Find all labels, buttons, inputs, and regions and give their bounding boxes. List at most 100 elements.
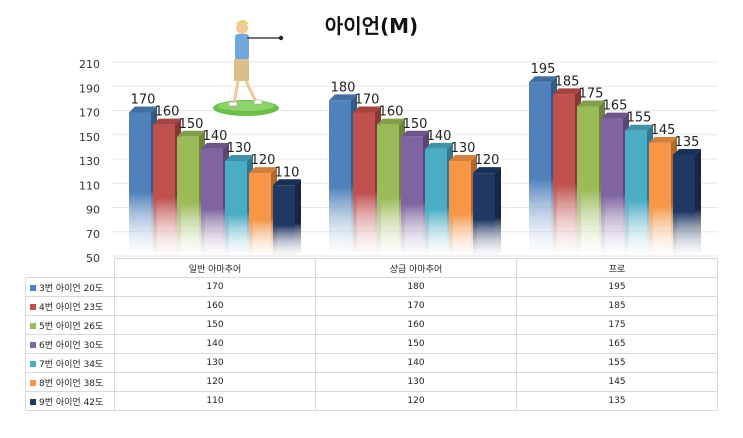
bar xyxy=(177,130,205,258)
data-table-header: 일반 아마추어 상급 아마추어 프로 xyxy=(25,258,718,278)
y-tick-label: 190 xyxy=(79,82,100,95)
series-name: 7번 아이언 34도 xyxy=(39,359,104,370)
table-cell: 185 xyxy=(516,296,718,316)
table-cell: 170 xyxy=(114,277,316,297)
data-label: 160 xyxy=(379,105,404,120)
data-label: 180 xyxy=(331,80,356,95)
data-label: 145 xyxy=(651,123,676,138)
table-row: 6번 아이언 30도 140 150 165 xyxy=(25,334,718,354)
data-label: 120 xyxy=(251,153,276,168)
table-cell: 180 xyxy=(315,277,517,297)
chart-title: 아이언(M) xyxy=(324,14,419,38)
series-legend: 8번 아이언 38도 xyxy=(25,372,115,392)
bar xyxy=(529,76,557,258)
legend-swatch xyxy=(30,285,36,291)
y-tick-label: 210 xyxy=(79,58,100,71)
table-cell: 160 xyxy=(315,315,517,335)
table-cell: 135 xyxy=(516,391,718,411)
table-row: 7번 아이언 34도 130 140 155 xyxy=(25,353,718,373)
bar xyxy=(201,142,229,258)
category-header: 일반 아마추어 xyxy=(114,258,316,278)
data-label: 170 xyxy=(131,93,156,108)
series-legend: 5번 아이언 26도 xyxy=(25,315,115,335)
bar xyxy=(153,118,181,258)
bar xyxy=(249,167,277,258)
series-legend: 4번 아이언 23도 xyxy=(25,296,115,316)
legend-swatch xyxy=(30,380,36,386)
data-label: 155 xyxy=(627,111,652,126)
table-corner xyxy=(25,258,115,278)
table-cell: 140 xyxy=(315,353,517,373)
table-row: 5번 아이언 26도 150 160 175 xyxy=(25,315,718,335)
data-label: 175 xyxy=(579,86,604,101)
bar xyxy=(577,100,605,258)
series-legend: 7번 아이언 34도 xyxy=(25,353,115,373)
table-cell: 160 xyxy=(114,296,316,316)
data-label: 195 xyxy=(531,62,556,77)
legend-swatch xyxy=(30,323,36,329)
table-row: 3번 아이언 20도 170 180 195 xyxy=(25,277,718,297)
series-name: 4번 아이언 23도 xyxy=(39,302,104,313)
y-tick-label: 130 xyxy=(79,155,100,168)
data-label: 185 xyxy=(555,74,580,89)
y-tick-label: 170 xyxy=(79,107,100,120)
table-cell: 130 xyxy=(315,372,517,392)
bar xyxy=(649,136,677,258)
legend-swatch xyxy=(30,304,36,310)
table-cell: 170 xyxy=(315,296,517,316)
legend-swatch xyxy=(30,342,36,348)
legend-swatch xyxy=(30,361,36,367)
series-name: 5번 아이언 26도 xyxy=(39,321,104,332)
table-cell: 150 xyxy=(315,334,517,354)
data-label: 165 xyxy=(603,99,628,114)
table-cell: 145 xyxy=(516,372,718,392)
table-cell: 155 xyxy=(516,353,718,373)
series-legend: 3번 아이언 20도 xyxy=(25,277,115,297)
y-tick-label: 70 xyxy=(86,228,100,241)
data-labels: 1701601501401301201101801701601501401301… xyxy=(131,62,700,180)
bar xyxy=(473,167,501,258)
table-cell: 175 xyxy=(516,315,718,335)
legend-swatch xyxy=(30,399,36,405)
data-table: 일반 아마추어 상급 아마추어 프로 3번 아이언 20도 170 180 195 4번 아… xyxy=(25,258,718,411)
bar xyxy=(425,142,453,258)
series-legend: 9번 아이언 42도 xyxy=(25,391,115,411)
golfer-illustration xyxy=(213,20,284,116)
y-tick-label: 90 xyxy=(86,204,100,217)
table-cell: 150 xyxy=(114,315,316,335)
y-tick-label: 110 xyxy=(79,179,100,192)
y-tick-label: 150 xyxy=(79,131,100,144)
table-cell: 130 xyxy=(114,353,316,373)
bar xyxy=(273,179,301,258)
data-label: 150 xyxy=(403,117,428,132)
bar xyxy=(377,118,405,258)
table-row: 8번 아이언 38도 120 130 145 xyxy=(25,372,718,392)
series-name: 8번 아이언 38도 xyxy=(39,378,104,389)
series-name: 3번 아이언 20도 xyxy=(39,283,104,294)
bars xyxy=(129,76,701,258)
category-header: 프로 xyxy=(516,258,718,278)
bar xyxy=(553,88,581,258)
table-cell: 120 xyxy=(315,391,517,411)
table-cell: 165 xyxy=(516,334,718,354)
table-row: 9번 아이언 42도 110 120 135 xyxy=(25,391,718,411)
table-cell: 120 xyxy=(114,372,316,392)
bar xyxy=(129,106,157,258)
data-label: 135 xyxy=(675,135,700,150)
bar xyxy=(601,112,629,258)
data-label: 110 xyxy=(275,165,300,180)
data-label: 120 xyxy=(475,153,500,168)
data-label: 130 xyxy=(227,141,252,156)
table-cell: 110 xyxy=(114,391,316,411)
data-label: 150 xyxy=(179,117,204,132)
bar xyxy=(625,124,653,258)
data-label: 170 xyxy=(355,93,380,108)
table-row: 4번 아이언 23도 160 170 185 xyxy=(25,296,718,316)
bar xyxy=(225,155,253,258)
bar xyxy=(401,130,429,258)
bar xyxy=(353,106,381,258)
category-header: 상급 아마추어 xyxy=(315,258,517,278)
bar xyxy=(673,148,701,258)
